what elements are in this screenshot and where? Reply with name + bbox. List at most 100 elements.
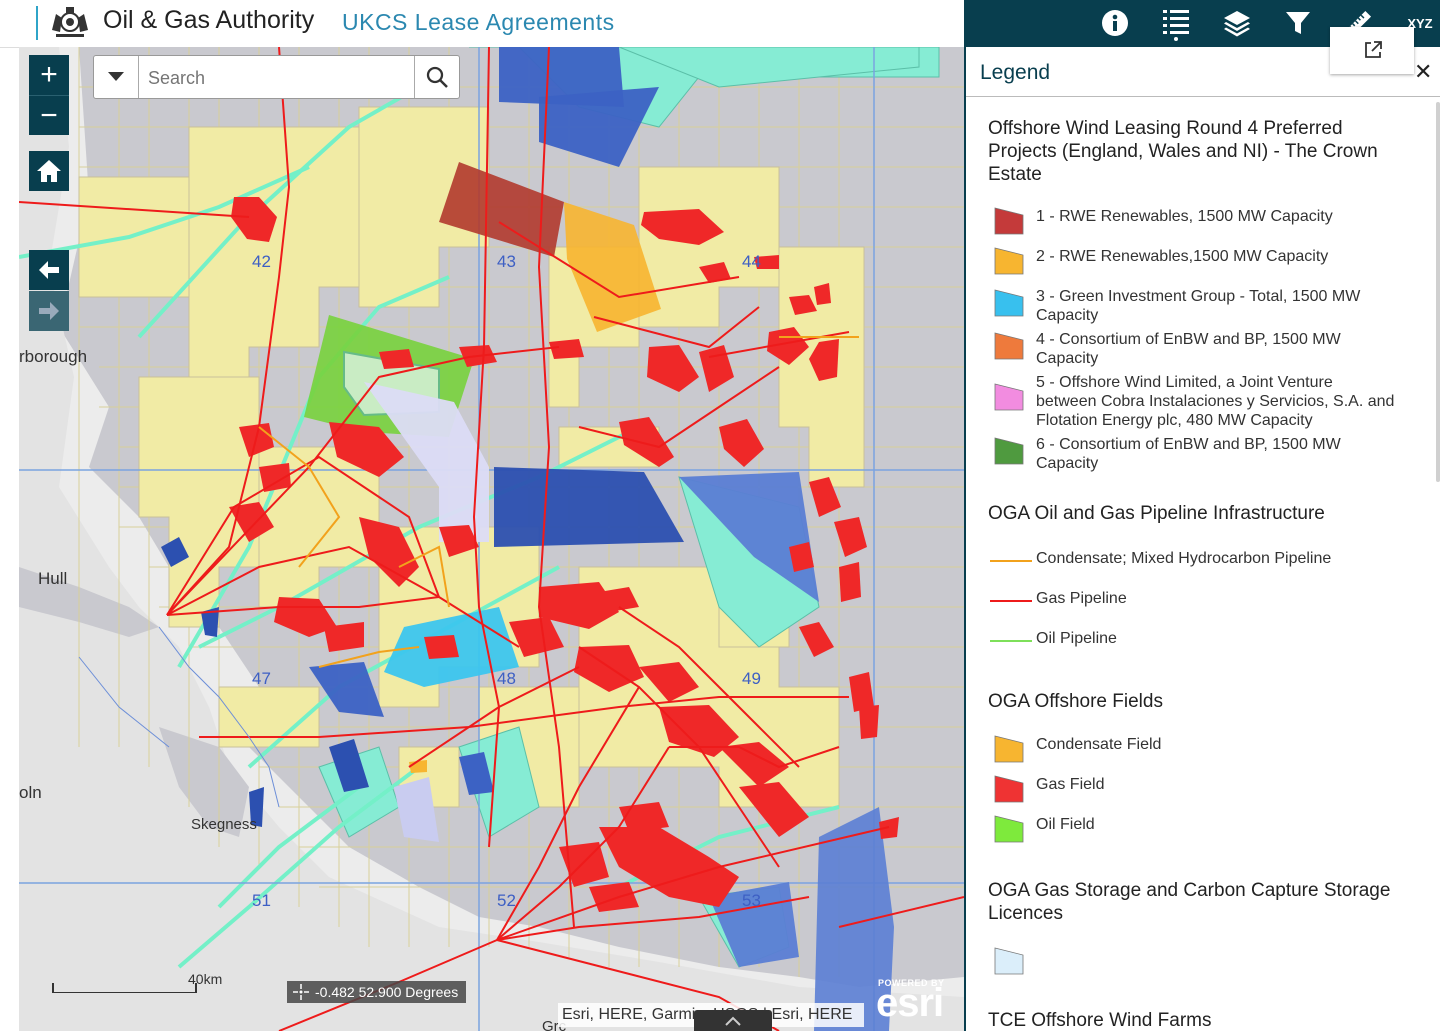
coordinate-button[interactable]: XYZ <box>1400 4 1440 42</box>
layers-button[interactable] <box>1217 4 1257 42</box>
coordinate-text: -0.482 52.900 Degrees <box>315 984 459 1000</box>
block-number: 42 <box>252 252 271 271</box>
legend-button[interactable] <box>1156 4 1196 42</box>
search-source-dropdown[interactable] <box>94 56 139 98</box>
home-button[interactable] <box>29 151 69 191</box>
condensate-pipelines <box>258 336 859 668</box>
line-swatch-icon <box>990 640 1032 642</box>
close-icon[interactable]: ✕ <box>1414 59 1433 84</box>
attribution-toggle[interactable] <box>694 1010 772 1031</box>
royal-crest-icon <box>52 7 88 37</box>
zoom-out-button[interactable]: − <box>29 95 69 135</box>
tce-wind-farm-polygon <box>814 807 894 1031</box>
arrow-right-icon <box>39 302 59 320</box>
tce-wind-farm-polygon <box>494 467 684 547</box>
wind-farm-1-polygon <box>439 162 564 257</box>
polygon-swatch-icon <box>994 383 1024 411</box>
legend-item-label: 5 - Offshore Wind Limited, a Joint Ventu… <box>1036 374 1395 429</box>
crosshair-icon <box>293 984 309 1000</box>
place-label: Skegness <box>191 816 257 833</box>
app-header: Oil & Gas Authority UKCS Lease Agreement… <box>0 0 964 48</box>
block-number: 48 <box>497 669 516 688</box>
arrow-left-icon <box>39 261 59 279</box>
gas-pipelines <box>19 47 964 1031</box>
minus-icon: − <box>40 98 58 132</box>
esri-logo: POWERED BY esri <box>872 975 960 1027</box>
header-accent-bar <box>36 6 38 40</box>
legend-item-label: Oil Field <box>1036 816 1095 833</box>
legend-item-label: Condensate; Mixed Hydrocarbon Pipeline <box>1036 550 1332 567</box>
divider <box>966 96 1440 97</box>
legend-item-label: 6 - Consortium of EnBW and BP, 1500 MW C… <box>1036 436 1341 472</box>
search-input[interactable] <box>146 62 450 94</box>
info-icon <box>1102 10 1128 36</box>
previous-extent-button[interactable] <box>29 250 69 290</box>
scale-label: 40km <box>188 971 223 987</box>
legend-item-label: Gas Pipeline <box>1036 590 1127 607</box>
polygon-swatch-icon <box>994 815 1024 843</box>
layers-icon <box>1224 11 1250 37</box>
polygon-swatch-icon <box>994 332 1024 360</box>
place-label: rborough <box>19 347 88 366</box>
wind-farm-5-polygon <box>364 382 489 542</box>
search-widget <box>93 55 460 99</box>
tce-wind-farm-polygon <box>459 752 494 795</box>
filter-icon <box>1286 12 1310 34</box>
legend-section-heading: TCE Offshore Wind Farms <box>988 1010 1212 1031</box>
search-button[interactable] <box>414 56 459 98</box>
wind-farm-2-polygon <box>564 202 661 332</box>
info-button[interactable] <box>1095 4 1135 42</box>
polygon-swatch-icon <box>994 437 1024 465</box>
place-label: oln <box>19 783 42 802</box>
legend-panel: Legend ✕ Offshore Wind Leasing Round 4 P… <box>964 47 1440 1031</box>
org-name: Oil & Gas Authority <box>103 6 315 34</box>
tce-wind-farm-polygon <box>201 607 219 637</box>
map-view[interactable] <box>19 47 964 1031</box>
block-number: 52 <box>497 891 516 910</box>
block-number: 43 <box>497 252 516 271</box>
tce-wind-farm-polygon <box>329 739 369 792</box>
land-area-west <box>19 47 964 1031</box>
line-swatch-icon <box>990 560 1032 562</box>
search-icon <box>426 66 448 88</box>
land-area <box>19 47 964 1031</box>
next-extent-button[interactable] <box>29 291 69 331</box>
legend-item-label: 1 - RWE Renewables, 1500 MW Capacity <box>1036 208 1333 225</box>
tce-wind-farm-polygon <box>679 472 819 602</box>
popout-button[interactable] <box>1330 27 1414 74</box>
block-number: 44 <box>742 252 761 271</box>
zoom-in-button[interactable]: + <box>29 55 69 95</box>
external-link-icon <box>1365 41 1382 58</box>
block-number: 53 <box>742 891 761 910</box>
tce-wind-farm-polygon <box>394 777 439 842</box>
plus-icon: + <box>40 58 58 91</box>
legend-section-heading: Offshore Wind Leasing Round 4 Preferred … <box>988 118 1378 185</box>
polygon-swatch-icon <box>994 289 1024 317</box>
block-number: 47 <box>252 669 271 688</box>
line-swatch-icon <box>990 600 1032 602</box>
tce-wind-farm-polygon <box>539 87 659 167</box>
gas-fields <box>229 197 899 912</box>
block-number: 49 <box>742 669 761 688</box>
scale-bar: 40km <box>52 971 222 994</box>
filter-button[interactable] <box>1278 4 1318 42</box>
powered-by-label: POWERED BY <box>878 978 945 988</box>
tce-wind-farm-polygon <box>499 47 624 107</box>
legend-list-icon <box>1163 10 1189 41</box>
legend-item-label: Condensate Field <box>1036 736 1162 753</box>
map-canvas[interactable] <box>19 47 964 1031</box>
tce-wind-farm-polygon <box>249 787 264 827</box>
caret-down-icon <box>108 72 124 81</box>
legend-item-label: 2 - RWE Renewables,1500 MW Capacity <box>1036 248 1329 265</box>
humber-estuary <box>19 567 159 637</box>
coordinate-xyz-icon: XYZ <box>1407 15 1433 31</box>
graticule <box>19 47 964 1031</box>
scrollbar[interactable] <box>1436 102 1440 482</box>
block-number: 51 <box>252 891 271 910</box>
legend-item-label: 4 - Consortium of EnBW and BP, 1500 MW C… <box>1036 331 1341 367</box>
legend-section-heading: OGA Gas Storage and Carbon Capture Stora… <box>988 880 1391 924</box>
coordinate-readout[interactable]: -0.482 52.900 Degrees <box>287 981 467 1003</box>
legend-section-heading: OGA Offshore Fields <box>988 691 1163 712</box>
swatch-1 <box>994 207 1024 235</box>
rivers <box>78 626 280 808</box>
